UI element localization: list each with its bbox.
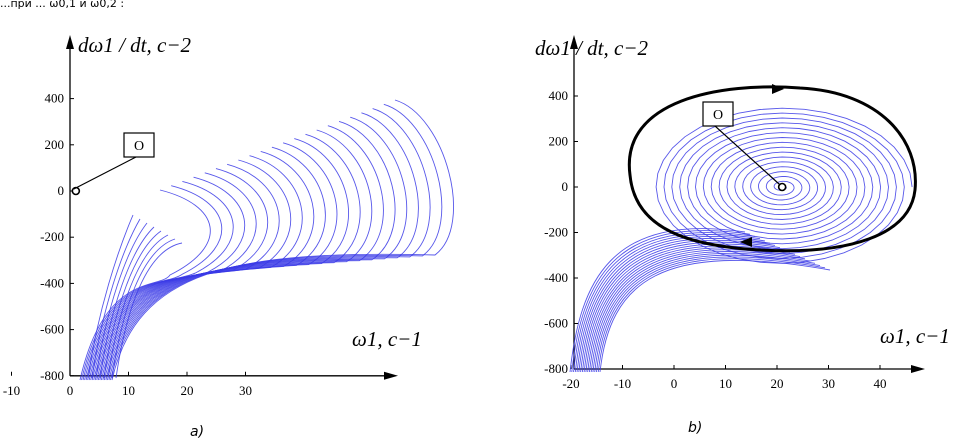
trajectory-line	[82, 180, 234, 381]
x-axis-title: ω1, c−1	[352, 327, 422, 351]
y-tick-label: -400	[40, 275, 64, 290]
trajectory-line	[573, 232, 756, 373]
trajectory-line	[99, 133, 361, 381]
trajectory-line	[111, 99, 454, 381]
trajectory-line	[594, 254, 816, 373]
y-tick-label: -400	[544, 270, 568, 285]
y-tick-label: 0	[58, 183, 65, 198]
x-tick-label: -20	[562, 376, 579, 391]
y-axis-title: dω1 / dt, c−2	[78, 33, 191, 57]
x-tick-label: 20	[181, 383, 194, 398]
x-tick-label: 0	[67, 383, 74, 398]
x-tick-label: 0	[671, 376, 678, 391]
y-tick-label: -800	[544, 361, 568, 376]
point-label-box	[702, 101, 734, 127]
x-axis-arrow	[384, 371, 398, 380]
trajectory-line	[580, 239, 776, 373]
panel-caption: b)	[688, 420, 702, 436]
y-tick-label: -200	[544, 225, 568, 240]
cycle-arrow-top	[772, 84, 784, 94]
y-tick-label: 400	[549, 88, 569, 103]
trajectory-line	[105, 116, 408, 381]
trajectory-line	[585, 245, 791, 373]
trajectory-line	[599, 259, 831, 373]
point-leader	[73, 156, 137, 190]
trajectory-line	[596, 256, 821, 373]
trajectory-line	[97, 138, 349, 381]
trajectory-line	[581, 241, 781, 373]
trajectory-line	[115, 242, 183, 379]
header-fragment: ...при ... ω0,1 и ω0,2 :	[0, 0, 124, 10]
point-label-box	[123, 132, 155, 158]
cycle-arrow-bottom	[740, 237, 752, 247]
y-tick-label: -600	[544, 316, 568, 331]
trajectory-line	[91, 218, 141, 379]
y-tick-label: 200	[549, 134, 569, 149]
trajectory-line	[574, 234, 761, 373]
x-tick-label: 30	[822, 376, 835, 391]
panel-caption: a)	[190, 424, 204, 440]
trajectory-line	[96, 142, 338, 381]
trajectory-line	[578, 238, 771, 373]
y-tick-label: 0	[562, 179, 569, 194]
trajectory-line	[85, 172, 257, 381]
trajectory-line	[576, 236, 766, 373]
x-tick-label: 10	[719, 376, 732, 391]
y-axis-title: dω1 / dt, c−2	[535, 36, 648, 60]
y-tick-label: 200	[45, 137, 65, 152]
trajectory-line	[87, 214, 134, 379]
trajectory-line	[583, 243, 786, 373]
equilibrium-point	[777, 182, 787, 192]
x-axis-arrow	[911, 365, 925, 373]
y-tick-label: 400	[45, 91, 65, 106]
trajectory-line	[597, 258, 826, 373]
trajectory-line	[102, 125, 384, 381]
x-tick-label: 10	[122, 383, 135, 398]
trajectory-line	[107, 234, 169, 379]
trajectory-line	[592, 252, 811, 373]
spiral-trajectory	[655, 107, 913, 264]
y-tick-label: -800	[40, 368, 64, 383]
trajectory-line	[108, 108, 431, 381]
trajectory-line	[590, 251, 806, 373]
trajectory-line	[106, 112, 419, 381]
panel-a: -800-600-400-2000200400-20-100102030dω1 …	[3, 33, 454, 440]
x-tick-label: 20	[771, 376, 784, 391]
y-tick-label: -600	[40, 322, 64, 337]
x-tick-label: -10	[614, 376, 631, 391]
point-leader	[714, 125, 781, 186]
panel-b: -800 -600 -400 -200 0 200 400 -20 -10 0 10 20 30 40 dω…	[535, 35, 950, 436]
trajectory-line	[103, 120, 396, 381]
x-axis-title: ω1, c−1	[880, 324, 950, 348]
trajectory-line	[571, 230, 751, 373]
trajectory-line	[111, 238, 176, 379]
limit-cycle	[627, 85, 917, 253]
trajectory-line	[110, 103, 443, 381]
trajectory-line	[95, 222, 148, 379]
x-tick-label: -10	[3, 383, 20, 398]
trajectory-line	[81, 185, 223, 381]
x-tick-label: 30	[239, 383, 252, 398]
trajectory-line	[103, 230, 162, 379]
point-label: O	[713, 108, 723, 123]
trajectory-line	[99, 226, 155, 379]
trajectory-line	[94, 146, 326, 381]
point-label: O	[134, 139, 144, 154]
trajectory-line	[100, 129, 373, 381]
trajectory-line	[569, 228, 746, 373]
y-axis-arrow	[570, 35, 578, 49]
x-tick-label: 40	[874, 376, 887, 391]
y-tick-label: -200	[40, 229, 64, 244]
y-axis-arrow	[66, 35, 74, 49]
